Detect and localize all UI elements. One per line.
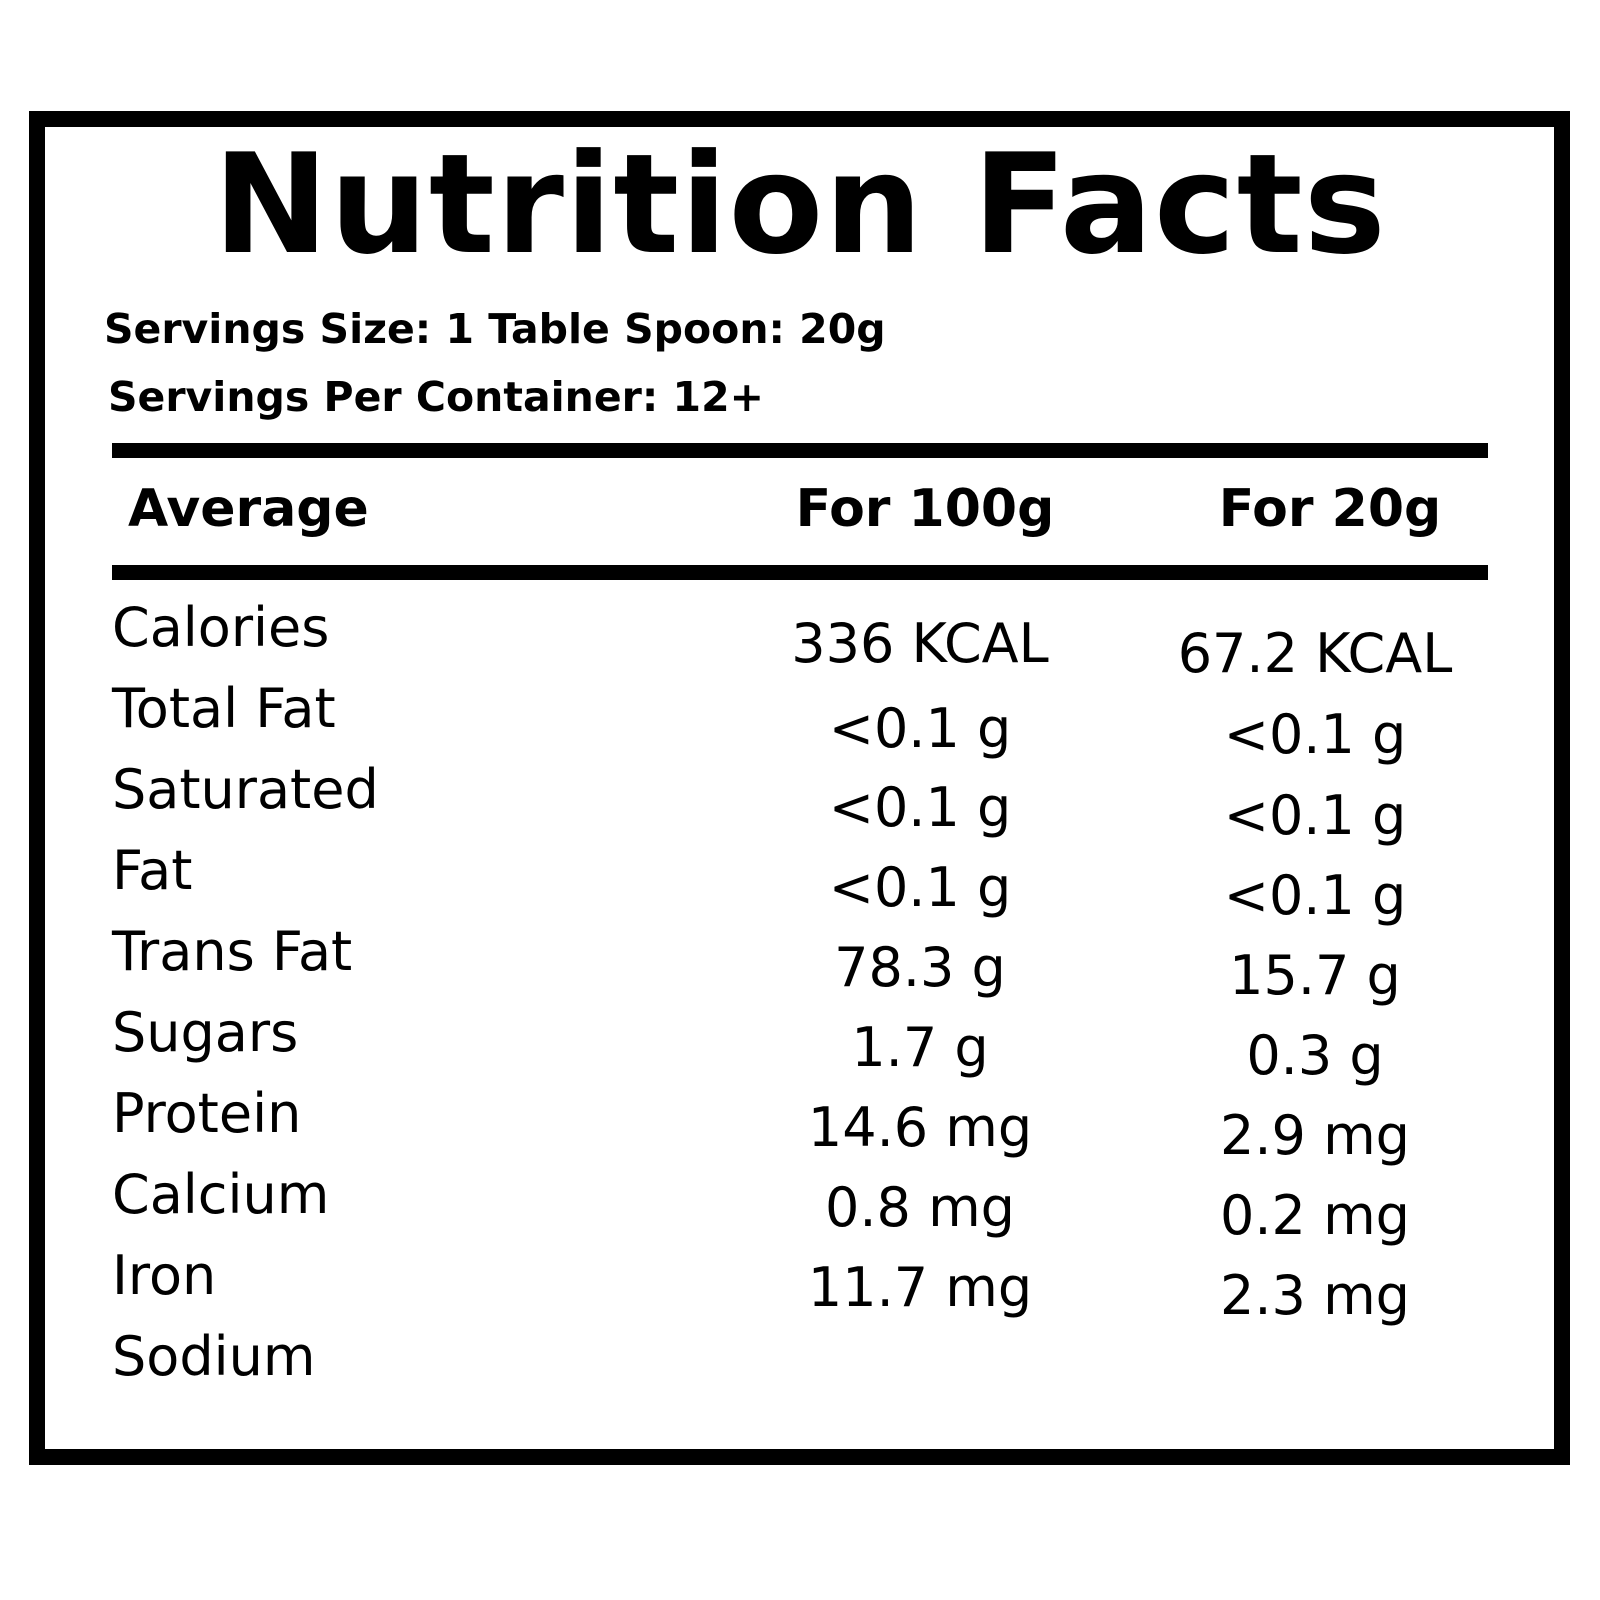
value-per-100g: 0.8 mg <box>825 1176 1015 1239</box>
nutrient-name: Trans Fat <box>112 920 353 983</box>
nutrient-name: Saturated <box>112 758 379 821</box>
column-header-average: Average <box>128 479 369 539</box>
column-header-per-100g: For 100g <box>795 479 1055 539</box>
nutrient-name: Iron <box>112 1244 217 1307</box>
value-per-100g: 336 KCAL <box>791 612 1049 675</box>
value-per-20g: 0.3 g <box>1246 1024 1384 1087</box>
header-divider-top <box>112 443 1488 458</box>
value-per-20g: <0.1 g <box>1223 784 1407 847</box>
serving-size: Servings Size: 1 Table Spoon: 20g <box>104 305 886 353</box>
value-per-100g: 78.3 g <box>834 936 1006 999</box>
label-title: Nutrition Facts <box>213 124 1387 285</box>
value-per-20g: <0.1 g <box>1223 864 1407 927</box>
column-header-per-20g: For 20g <box>1218 479 1442 539</box>
value-per-20g: 2.3 mg <box>1220 1264 1410 1327</box>
nutrient-name: Calcium <box>112 1163 330 1226</box>
header-divider-bottom <box>112 565 1488 580</box>
value-per-100g: <0.1 g <box>828 776 1012 839</box>
servings-per-container: Servings Per Container: 12+ <box>108 373 764 421</box>
value-per-20g: 0.2 mg <box>1220 1184 1410 1247</box>
value-per-100g: <0.1 g <box>828 697 1012 760</box>
nutrient-name: Protein <box>112 1082 302 1145</box>
nutrient-name: Sugars <box>112 1001 299 1064</box>
nutrient-name: Sodium <box>112 1325 316 1388</box>
value-per-100g: 11.7 mg <box>807 1256 1033 1319</box>
value-per-100g: <0.1 g <box>828 856 1012 919</box>
nutrient-name: Calories <box>112 596 330 659</box>
value-per-100g: 1.7 g <box>851 1016 989 1079</box>
value-per-20g: <0.1 g <box>1223 703 1407 766</box>
nutrient-name: Fat <box>112 839 193 902</box>
nutrition-label-frame <box>29 111 1570 1465</box>
value-per-100g: 14.6 mg <box>807 1096 1033 1159</box>
value-per-20g: 15.7 g <box>1229 944 1401 1007</box>
nutrient-name: Total Fat <box>112 677 336 740</box>
value-per-20g: 67.2 KCAL <box>1177 622 1453 685</box>
value-per-20g: 2.9 mg <box>1220 1104 1410 1167</box>
